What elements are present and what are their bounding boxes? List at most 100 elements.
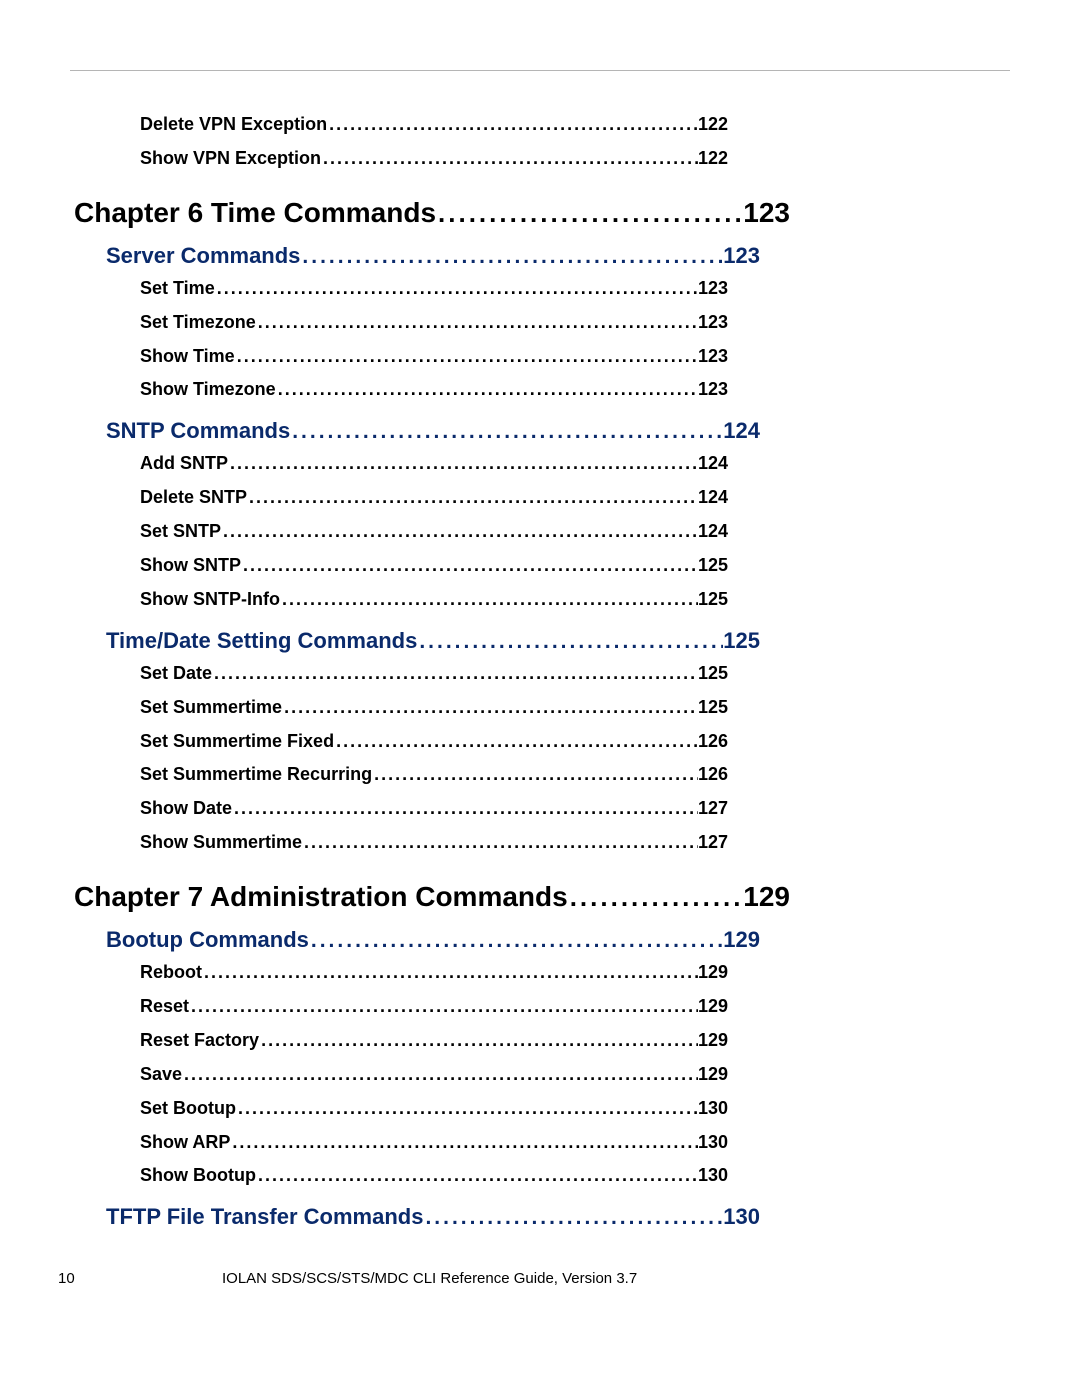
toc-entry[interactable]: Show Time123	[70, 343, 1010, 371]
toc-entry-page: 125	[723, 628, 760, 654]
toc-entry-label: Show VPN Exception	[140, 145, 321, 173]
toc-leader-dots	[230, 1129, 698, 1157]
footer-doc-title: IOLAN SDS/SCS/STS/MDC CLI Reference Guid…	[222, 1270, 1032, 1287]
toc-entry[interactable]: Set Summertime Recurring126	[70, 761, 1010, 789]
toc-entry-page: 127	[698, 829, 728, 857]
toc-entry[interactable]: Delete SNTP 124	[70, 484, 1010, 512]
toc-entry[interactable]: Set Summertime125	[70, 694, 1010, 722]
toc-entry-page: 130	[723, 1204, 760, 1230]
footer-page-number: 10	[58, 1270, 222, 1287]
toc-entry-label: Time/Date Setting Commands	[106, 628, 417, 654]
toc-leader-dots	[212, 660, 698, 688]
toc-entry-label: Chapter 7 Administration Commands	[74, 881, 568, 913]
toc-entry[interactable]: Reset 129	[70, 993, 1010, 1021]
toc-entry-label: SNTP Commands	[106, 418, 290, 444]
toc-entry-page: 129	[698, 993, 728, 1021]
toc-entry[interactable]: Set Timezone123	[70, 309, 1010, 337]
toc-entry-label: Delete SNTP	[140, 484, 247, 512]
toc-entry[interactable]: Delete VPN Exception 122	[70, 111, 1010, 139]
toc-leader-dots	[232, 795, 698, 823]
toc-leader-dots	[372, 761, 698, 789]
toc-leader-dots	[228, 450, 698, 478]
toc-entry[interactable]: Save 129	[70, 1061, 1010, 1089]
toc-entry-label: Bootup Commands	[106, 927, 309, 953]
toc-entry[interactable]: Show SNTP-Info 125	[70, 586, 1010, 614]
toc-entry-page: 122	[698, 111, 728, 139]
toc-entry-page: 123	[698, 275, 728, 303]
toc-entry-page: 122	[698, 145, 728, 173]
toc-entry-page: 129	[723, 927, 760, 953]
toc-entry-page: 125	[698, 552, 728, 580]
toc-entry[interactable]: SNTP Commands 124	[70, 418, 1010, 444]
toc-entry-page: 130	[698, 1129, 728, 1157]
toc-entry-label: Show Bootup	[140, 1162, 256, 1190]
toc-entry[interactable]: Show ARP 130	[70, 1129, 1010, 1157]
toc-entry-page: 124	[698, 518, 728, 546]
toc-entry-page: 123	[698, 309, 728, 337]
toc-leader-dots	[221, 518, 698, 546]
toc-entry[interactable]: Server Commands123	[70, 243, 1010, 269]
toc-leader-dots	[256, 1162, 698, 1190]
toc-entry-label: Set Date	[140, 660, 212, 688]
toc-entry-page: 124	[698, 484, 728, 512]
toc-entry-label: Show SNTP	[140, 552, 241, 580]
toc-entry[interactable]: Chapter 6 Time Commands123	[70, 197, 1010, 229]
toc-leader-dots	[247, 484, 698, 512]
toc-entry-label: Chapter 6 Time Commands	[74, 197, 436, 229]
toc-entry-label: Reset	[140, 993, 189, 1021]
toc-entry[interactable]: Time/Date Setting Commands 125	[70, 628, 1010, 654]
toc-entry[interactable]: Add SNTP 124	[70, 450, 1010, 478]
toc-entry-page: 124	[698, 450, 728, 478]
toc-entry[interactable]: Reboot129	[70, 959, 1010, 987]
toc-entry[interactable]: Show VPN Exception 122	[70, 145, 1010, 173]
toc-leader-dots	[202, 959, 698, 987]
toc-leader-dots	[280, 586, 698, 614]
toc-entry-label: Show ARP	[140, 1129, 230, 1157]
toc-entry-page: 130	[698, 1162, 728, 1190]
toc-leader-dots	[290, 420, 723, 444]
toc-entry-page: 125	[698, 694, 728, 722]
toc-entry[interactable]: Show Timezone123	[70, 376, 1010, 404]
toc-entry-label: Show Time	[140, 343, 235, 371]
toc-entry[interactable]: Set Bootup130	[70, 1095, 1010, 1123]
toc-leader-dots	[417, 630, 723, 654]
toc-entry-page: 127	[698, 795, 728, 823]
page-footer: 10 IOLAN SDS/SCS/STS/MDC CLI Reference G…	[0, 1270, 1080, 1287]
toc-entry[interactable]: Show Summertime127	[70, 829, 1010, 857]
toc-leader-dots	[327, 111, 698, 139]
toc-leader-dots	[182, 1061, 698, 1089]
toc-entry-page: 123	[698, 376, 728, 404]
toc-entry[interactable]: Reset Factory 129	[70, 1027, 1010, 1055]
toc-entry[interactable]: TFTP File Transfer Commands 130	[70, 1204, 1010, 1230]
toc-entry-label: Show SNTP-Info	[140, 586, 280, 614]
header-rule	[70, 70, 1010, 71]
toc-entry[interactable]: Set Time 123	[70, 275, 1010, 303]
toc-leader-dots	[236, 1095, 698, 1123]
toc-entry-label: Add SNTP	[140, 450, 228, 478]
toc-leader-dots	[436, 198, 743, 229]
toc-entry[interactable]: Bootup Commands 129	[70, 927, 1010, 953]
toc-entry[interactable]: Show Bootup 130	[70, 1162, 1010, 1190]
toc-entry[interactable]: Show Date 127	[70, 795, 1010, 823]
toc-entry-label: Delete VPN Exception	[140, 111, 327, 139]
toc-entry-label: Save	[140, 1061, 182, 1089]
toc-entry[interactable]: Chapter 7 Administration Commands129	[70, 881, 1010, 913]
toc-leader-dots	[256, 309, 698, 337]
toc-entry-page: 129	[698, 1061, 728, 1089]
toc-leader-dots	[309, 929, 723, 953]
toc-leader-dots	[282, 694, 698, 722]
toc-leader-dots	[300, 245, 723, 269]
toc-entry-label: Set Time	[140, 275, 215, 303]
toc-entry-label: Set Summertime Fixed	[140, 728, 334, 756]
toc-entry[interactable]: Set Summertime Fixed 126	[70, 728, 1010, 756]
toc-entry[interactable]: Show SNTP 125	[70, 552, 1010, 580]
toc-entry-label: Set Summertime Recurring	[140, 761, 372, 789]
toc-entry-label: Show Date	[140, 795, 232, 823]
toc-entry-page: 129	[698, 959, 728, 987]
toc-leader-dots	[423, 1206, 723, 1230]
toc-entry[interactable]: Set Date125	[70, 660, 1010, 688]
toc-entry-page: 129	[698, 1027, 728, 1055]
toc-entry-page: 126	[698, 728, 728, 756]
toc-entry-page: 125	[698, 586, 728, 614]
toc-entry[interactable]: Set SNTP124	[70, 518, 1010, 546]
